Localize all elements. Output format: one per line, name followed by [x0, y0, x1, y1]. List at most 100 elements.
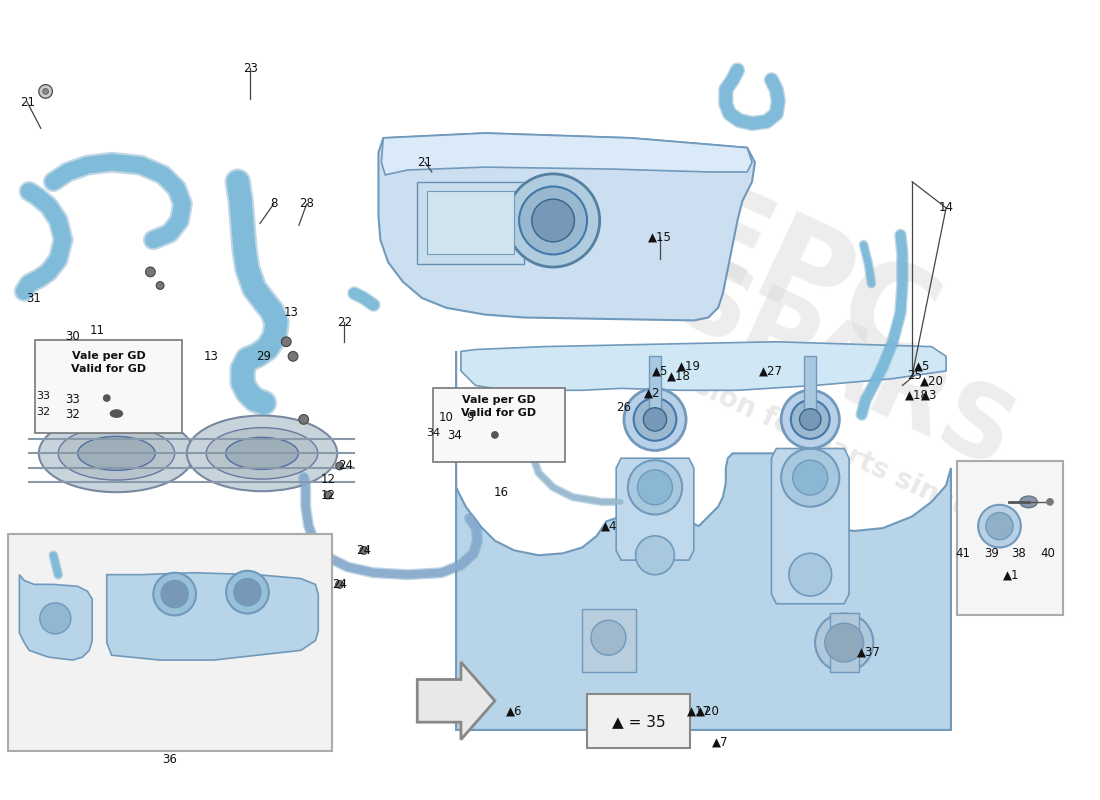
Circle shape: [815, 614, 873, 672]
Circle shape: [800, 409, 821, 430]
Circle shape: [299, 414, 309, 424]
FancyBboxPatch shape: [587, 694, 690, 748]
Text: 23: 23: [243, 62, 257, 74]
Circle shape: [825, 623, 864, 662]
Circle shape: [781, 390, 839, 449]
Circle shape: [103, 394, 111, 402]
Text: 8: 8: [270, 198, 277, 210]
Text: ▲18: ▲18: [668, 370, 691, 382]
Polygon shape: [382, 133, 752, 175]
Text: 34: 34: [447, 430, 462, 442]
Text: ▲20: ▲20: [920, 374, 944, 387]
Bar: [427, 191, 515, 254]
Text: 41: 41: [955, 547, 970, 560]
Circle shape: [624, 388, 686, 450]
Text: 32: 32: [65, 408, 80, 421]
Text: 13: 13: [205, 350, 219, 363]
Bar: [829, 614, 859, 672]
Text: ▲4: ▲4: [601, 520, 617, 533]
Text: 31: 31: [26, 292, 42, 305]
Polygon shape: [616, 458, 694, 560]
Bar: [649, 356, 661, 419]
Circle shape: [153, 573, 196, 615]
Bar: [582, 609, 636, 672]
Text: ▲6: ▲6: [506, 704, 522, 717]
FancyBboxPatch shape: [432, 388, 564, 462]
Circle shape: [234, 578, 261, 606]
Ellipse shape: [110, 410, 123, 418]
Text: 33: 33: [36, 391, 51, 401]
Text: 12: 12: [320, 473, 336, 486]
Circle shape: [986, 513, 1013, 540]
Text: ▲7: ▲7: [712, 735, 728, 748]
Text: 32: 32: [36, 406, 51, 417]
Ellipse shape: [78, 436, 155, 470]
Circle shape: [781, 449, 839, 506]
Circle shape: [791, 400, 829, 439]
Circle shape: [360, 546, 367, 554]
Circle shape: [288, 351, 298, 361]
Text: 14: 14: [938, 202, 954, 214]
FancyBboxPatch shape: [8, 534, 332, 751]
Text: 13: 13: [284, 306, 298, 319]
Text: 39: 39: [984, 547, 999, 560]
Text: 16: 16: [493, 486, 508, 498]
Polygon shape: [107, 573, 318, 660]
Ellipse shape: [206, 428, 318, 479]
Ellipse shape: [39, 414, 194, 492]
Text: 33: 33: [65, 394, 80, 406]
Text: ▲1: ▲1: [1003, 568, 1020, 581]
Circle shape: [40, 603, 70, 634]
Circle shape: [789, 554, 832, 596]
Text: 30: 30: [65, 330, 80, 343]
Text: 25: 25: [906, 370, 922, 382]
Bar: [417, 182, 524, 264]
Text: 38: 38: [1012, 547, 1026, 560]
Text: EPC: EPC: [658, 172, 953, 395]
Text: 24: 24: [338, 459, 353, 473]
Circle shape: [227, 570, 268, 614]
Text: 34: 34: [427, 428, 440, 438]
Text: 40: 40: [1041, 547, 1055, 560]
Ellipse shape: [1020, 496, 1037, 508]
Circle shape: [506, 174, 600, 267]
Circle shape: [43, 89, 48, 94]
Circle shape: [793, 460, 827, 495]
Text: 11: 11: [89, 324, 104, 337]
Circle shape: [978, 505, 1021, 547]
Text: 24: 24: [332, 578, 348, 591]
Text: Vale per GD: Vale per GD: [72, 351, 145, 362]
Circle shape: [1046, 498, 1054, 506]
Circle shape: [39, 85, 53, 98]
FancyBboxPatch shape: [957, 461, 1063, 615]
Polygon shape: [378, 133, 755, 321]
Text: Valid for GD: Valid for GD: [461, 408, 537, 418]
Bar: [804, 356, 816, 419]
Text: ▲27: ▲27: [759, 364, 783, 378]
Text: ▲5: ▲5: [651, 364, 668, 378]
Circle shape: [156, 282, 164, 290]
Polygon shape: [20, 574, 92, 660]
Text: 12: 12: [320, 489, 336, 502]
Text: 26: 26: [616, 402, 631, 414]
Circle shape: [591, 620, 626, 655]
Text: Valid for GD: Valid for GD: [72, 364, 146, 374]
Text: ▲15: ▲15: [648, 230, 672, 243]
Text: ▲20: ▲20: [696, 704, 720, 717]
Circle shape: [491, 431, 498, 439]
Polygon shape: [456, 351, 952, 730]
Circle shape: [628, 460, 682, 514]
Circle shape: [531, 199, 574, 242]
Ellipse shape: [58, 426, 175, 480]
Text: 21: 21: [20, 95, 35, 109]
Text: 10: 10: [439, 411, 454, 424]
Polygon shape: [771, 449, 849, 604]
Text: ▲18: ▲18: [905, 389, 928, 402]
Text: ▲ = 35: ▲ = 35: [612, 714, 666, 729]
Text: 28: 28: [299, 198, 315, 210]
Text: 22: 22: [337, 316, 352, 329]
FancyBboxPatch shape: [35, 340, 183, 433]
Text: a passion for parts since 1985: a passion for parts since 1985: [615, 336, 1055, 561]
Circle shape: [644, 408, 667, 431]
Text: SPARS: SPARS: [660, 250, 1028, 491]
